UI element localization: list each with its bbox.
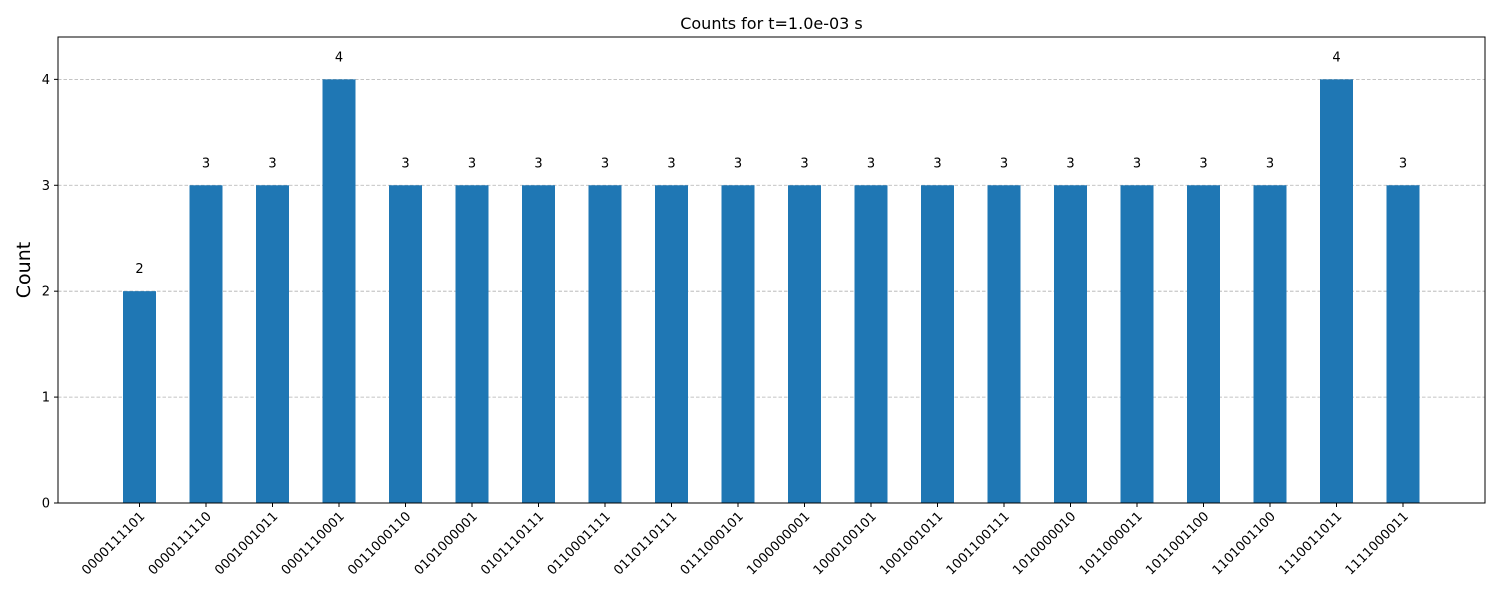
x-tick-label: 1101001100	[1210, 509, 1279, 578]
x-tick-label: 0110001111	[545, 509, 614, 578]
x-tick-label: 1010000010	[1010, 509, 1079, 578]
bar	[921, 185, 954, 504]
y-tick-label: 2	[42, 285, 50, 300]
bar-value-label: 3	[1266, 156, 1274, 171]
bar	[854, 185, 888, 504]
x-axis-ticks: 0000111101000011111000010010110001110001…	[79, 503, 1412, 578]
y-axis-label: Count	[13, 242, 35, 298]
bar-value-labels: 2 3 3 4 3 3 3 3 3 3 3 3 3 3 3 3 3 3 4 3	[135, 50, 1407, 277]
bar	[189, 185, 223, 504]
bar-value-label: 3	[734, 156, 742, 171]
bar-value-label: 2	[135, 262, 143, 277]
y-tick-label: 3	[42, 179, 50, 194]
bars	[123, 79, 1420, 504]
plot-frame	[57, 36, 1486, 504]
bar-value-label: 3	[268, 156, 276, 171]
bar-value-label: 3	[1066, 156, 1074, 171]
bar-value-label: 3	[933, 156, 941, 171]
x-tick-label: 1001001011	[877, 509, 946, 578]
bar-value-label: 3	[468, 156, 476, 171]
bar	[256, 185, 289, 504]
bar	[788, 185, 821, 504]
x-tick-label: 0000111110	[146, 509, 215, 578]
bar	[1253, 185, 1287, 504]
bar	[389, 185, 422, 504]
x-tick-label: 0111000101	[678, 509, 747, 578]
x-tick-label: 1111000011	[1343, 509, 1412, 578]
bar	[322, 79, 356, 503]
x-tick-label: 1011000011	[1077, 509, 1146, 578]
bar-value-label: 3	[601, 156, 609, 171]
bar	[1120, 185, 1154, 504]
bar	[1386, 185, 1420, 504]
bar	[721, 185, 755, 504]
bar	[1187, 185, 1220, 504]
bar	[655, 185, 688, 504]
grid-lines	[58, 78, 1485, 398]
x-tick-label: 0001110001	[279, 509, 348, 578]
x-tick-label: 0001001011	[212, 509, 281, 578]
bar	[987, 185, 1021, 504]
bar-value-label: 3	[1000, 156, 1008, 171]
bar	[1320, 79, 1353, 503]
x-tick-label: 1000000001	[744, 509, 813, 578]
bar-value-label: 3	[667, 156, 675, 171]
x-tick-label: 0011000110	[345, 509, 414, 578]
bar-value-label: 3	[800, 156, 808, 171]
bar	[123, 291, 156, 503]
y-axis-ticks: 0 1 2 3 4	[42, 73, 58, 512]
bar	[588, 185, 622, 504]
x-tick-label: 1001100111	[944, 509, 1013, 578]
bar	[522, 185, 555, 504]
bar	[1054, 185, 1087, 504]
x-tick-label: 0101000001	[412, 509, 481, 578]
x-tick-label: 0110110111	[611, 509, 680, 578]
bar	[455, 185, 489, 504]
bar-value-label: 3	[867, 156, 875, 171]
chart-title: Counts for t=1.0e-03 s	[680, 14, 863, 33]
y-tick-label: 0	[42, 497, 50, 512]
y-tick-label: 1	[42, 391, 50, 406]
x-tick-label: 1110011011	[1276, 509, 1345, 578]
y-tick-label: 4	[42, 73, 50, 88]
bar-value-label: 3	[1199, 156, 1207, 171]
bar-value-label: 3	[1133, 156, 1141, 171]
bar-value-label: 3	[401, 156, 409, 171]
bar-value-label: 4	[1332, 50, 1340, 65]
x-tick-label: 0000111101	[79, 509, 148, 578]
bar-value-label: 3	[1399, 156, 1407, 171]
bar-value-label: 4	[335, 50, 343, 65]
x-tick-label: 1000100101	[811, 509, 880, 578]
bar-value-label: 3	[534, 156, 542, 171]
x-tick-label: 0101110111	[478, 509, 547, 578]
bar-value-label: 3	[202, 156, 210, 171]
x-tick-label: 1011001100	[1143, 509, 1212, 578]
